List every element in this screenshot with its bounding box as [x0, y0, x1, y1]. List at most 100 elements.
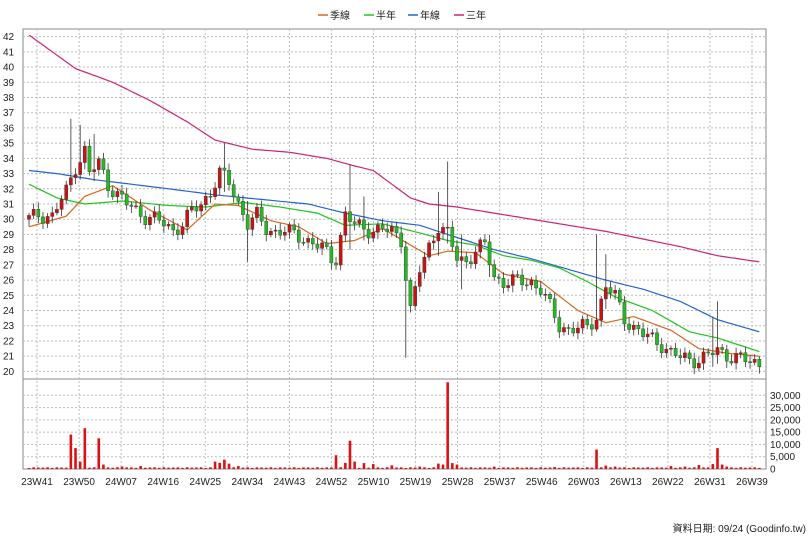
x-tick-label: 24W25 [189, 477, 221, 488]
candle-body [464, 256, 469, 263]
volume-bar [483, 467, 487, 469]
candle-body [64, 184, 69, 200]
price-tick-label: 25 [3, 291, 15, 302]
candle-body [310, 238, 315, 245]
volume-bar [390, 465, 394, 469]
volume-bar [278, 467, 282, 469]
moving-average-lines [28, 34, 760, 357]
candle-body [394, 226, 399, 234]
candle-body [404, 246, 408, 281]
candle-body [669, 347, 673, 350]
candle-body [83, 145, 87, 163]
price-tick-label: 23 [3, 321, 15, 332]
candle-body [473, 251, 478, 265]
price-tick-label: 22 [3, 336, 15, 347]
candle-body [645, 333, 650, 338]
candle-body [734, 353, 738, 364]
x-tick-label: 24W16 [147, 477, 179, 488]
volume-bar [437, 463, 440, 469]
candle-body [543, 293, 548, 296]
candle-body [334, 262, 338, 266]
volume-bar [576, 467, 580, 469]
candle-body [208, 196, 213, 198]
candle-body [176, 229, 180, 235]
volume-bar [255, 467, 259, 469]
candle-body [152, 211, 157, 218]
candle-body [269, 231, 273, 235]
volume-bar [181, 467, 184, 469]
volume-bar [618, 467, 622, 469]
volume-bar [46, 467, 49, 469]
price-tick-label: 21 [3, 352, 15, 363]
volume-bar [539, 467, 543, 469]
candle-body [455, 246, 459, 261]
candle-body [357, 219, 362, 224]
price-tick-label: 29 [3, 230, 15, 241]
volume-tick-label: 5,000 [770, 452, 795, 463]
candle-body [510, 274, 515, 286]
candle-body [143, 216, 148, 226]
volume-bar [678, 467, 682, 469]
x-tick-label: 26W03 [568, 477, 600, 488]
volume-bar [451, 463, 454, 469]
candle-body [557, 317, 562, 333]
volume-bar [302, 467, 305, 469]
volume-bar [297, 467, 301, 469]
volume-bar [665, 467, 668, 469]
x-tick-label: 25W28 [442, 477, 474, 488]
volume-bar [344, 462, 347, 469]
volume-bar [199, 467, 203, 469]
volume-bar [548, 467, 552, 469]
candle-body [171, 224, 176, 231]
volume-bar [567, 467, 570, 469]
candle-body [324, 242, 329, 247]
volume-bar [69, 434, 73, 469]
volume-bar [613, 466, 617, 469]
volume-bar [488, 467, 491, 469]
volume-bar [725, 466, 729, 469]
candle-body [399, 232, 403, 248]
volume-bar [64, 467, 68, 469]
volume-bar [544, 467, 547, 469]
candle-body [692, 358, 697, 369]
ma-quarter-line [28, 185, 760, 357]
volume-bar [55, 467, 59, 469]
candle-body [520, 274, 524, 286]
volume-bar [469, 467, 473, 469]
candle-body [194, 206, 199, 212]
candle-body [385, 228, 389, 232]
volume-bar [102, 464, 105, 469]
volume-bar [688, 467, 691, 469]
candle-body [245, 214, 250, 230]
volume-bar [306, 467, 310, 469]
volume-bar [37, 467, 40, 469]
volume-bar [739, 467, 743, 469]
volume-bar [367, 467, 370, 469]
volume-bar [371, 464, 375, 469]
price-tick-label: 24 [3, 306, 15, 317]
x-tick-label: 23W41 [21, 477, 53, 488]
volume-bar [464, 467, 468, 469]
candle-body [134, 205, 138, 208]
volume-bar [83, 428, 87, 469]
volume-bar [250, 467, 254, 469]
candle-body [78, 162, 82, 175]
volume-bar [506, 467, 510, 469]
candle-body [185, 209, 189, 227]
candle-body [617, 290, 622, 303]
candle-body [348, 211, 352, 222]
volume-bar [32, 467, 35, 469]
volume-bar [716, 448, 719, 469]
volume-bar [381, 467, 384, 469]
candle-body [478, 239, 483, 253]
candle-body [301, 242, 306, 244]
volume-bar [553, 467, 556, 469]
candle-body [199, 204, 203, 212]
volume-bar [511, 467, 515, 469]
volume-bar [316, 467, 319, 469]
volume-bar [157, 467, 161, 469]
volume-tick-label: 25,000 [770, 403, 801, 414]
candle-body [106, 169, 110, 192]
price-tick-label: 26 [3, 276, 15, 287]
volume-bar [683, 466, 687, 469]
